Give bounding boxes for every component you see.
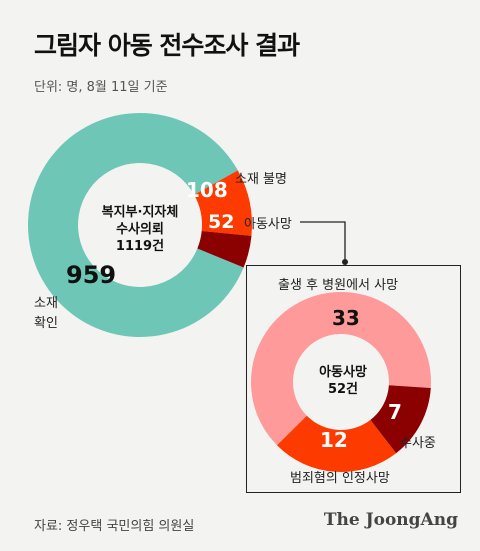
main-center-line1: 복지부·지자체 (101, 205, 179, 220)
connector-dot (342, 259, 348, 265)
value-born-dead: 33 (332, 306, 360, 330)
donut1-slice-1 (194, 170, 252, 236)
label-dead: 아동사망 (244, 217, 292, 232)
inset-center-line2: 52건 (327, 382, 359, 397)
main-donut (28, 113, 252, 337)
main-center-line2: 수사의뢰 (116, 222, 164, 237)
inset-box (246, 265, 461, 493)
main-center-line3: 1119건 (115, 239, 165, 254)
donut2-slice-2 (276, 415, 397, 472)
donut2-slice-0 (250, 291, 431, 446)
value-crime: 12 (320, 428, 348, 452)
label-confirmed: 소재 확인 (34, 296, 58, 331)
value-unknown: 108 (186, 178, 228, 202)
donut1-slice-2 (197, 231, 252, 268)
label-unknown: 소재 불명 (235, 172, 287, 187)
inset-center-line1: 아동사망 (319, 365, 367, 380)
value-dead: 52 (208, 211, 235, 233)
inset-donut (250, 291, 431, 472)
label-crime: 범죄혐의 인정사망 (290, 471, 390, 486)
chart-title: 그림자 아동 전수조사 결과 (34, 31, 300, 60)
value-confirmed: 959 (66, 261, 117, 289)
main-center-label: 복지부·지자체 수사의뢰 1119건 (80, 204, 200, 255)
source-note: 자료: 정우택 국민의힘 의원실 (34, 519, 195, 534)
brand-logo: The JoongAng (323, 510, 458, 530)
connector-line (300, 221, 346, 262)
value-investigating: 7 (388, 400, 402, 424)
donut1-slice-0 (28, 113, 244, 337)
label-investigating: 수사중 (400, 436, 436, 451)
inset-center-label: 아동사망 52건 (298, 364, 388, 398)
donut2-slice-1 (370, 385, 431, 454)
unit-note: 단위: 명, 8월 11일 기준 (34, 80, 168, 95)
label-born-dead: 출생 후 병원에서 사망 (278, 278, 399, 293)
